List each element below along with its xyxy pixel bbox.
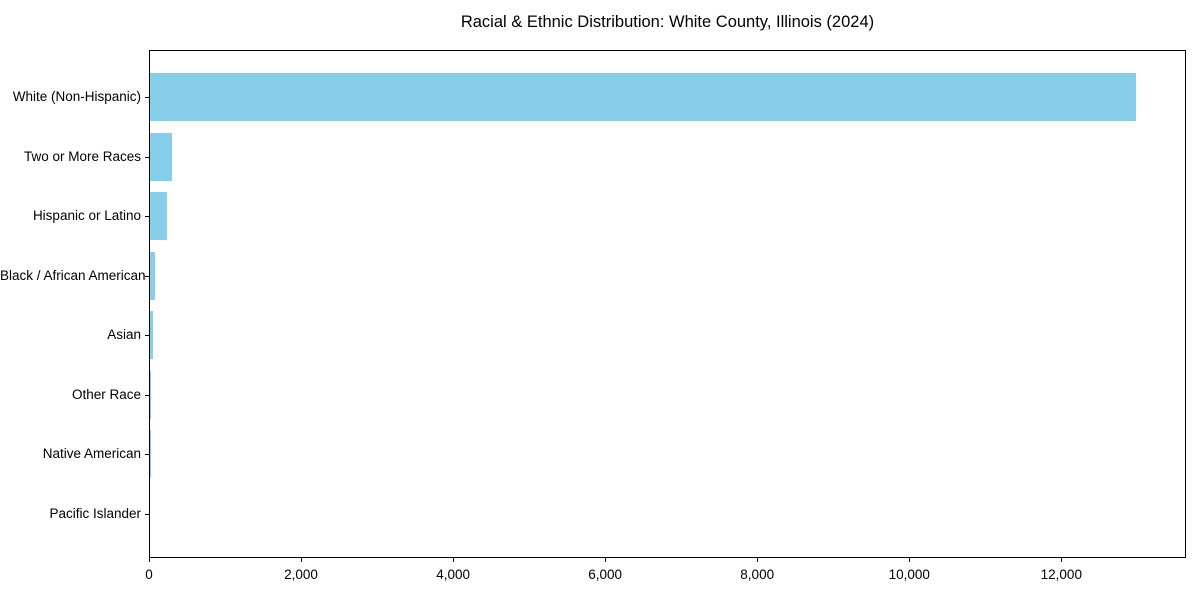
- y-tick-mark: [145, 454, 149, 456]
- y-tick-label: Hispanic or Latino: [32, 208, 141, 224]
- chart-title: Racial & Ethnic Distribution: White Coun…: [460, 13, 875, 31]
- x-tick-label: 8,000: [740, 567, 775, 582]
- x-tick-label: 0: [145, 567, 153, 582]
- y-tick-label: White (Non-Hispanic): [12, 89, 141, 104]
- x-tick-mark: [757, 558, 759, 562]
- bar-white-non-hispanic: [150, 73, 1137, 121]
- y-tick-label: Two or More Races: [23, 148, 141, 164]
- x-tick-mark: [301, 558, 303, 562]
- x-tick-label: 12,000: [1040, 567, 1082, 582]
- bar-two-or-more-races: [150, 132, 172, 181]
- x-tick-label: 6,000: [588, 567, 623, 582]
- x-tick-label: 4,000: [436, 567, 470, 582]
- y-tick-label: Other Race: [71, 386, 141, 402]
- y-tick-mark: [145, 156, 149, 158]
- x-tick-mark: [149, 558, 150, 562]
- x-tick-mark: [453, 558, 455, 562]
- y-tick-label: Pacific Islander: [49, 505, 141, 521]
- x-tick-mark: [605, 558, 607, 562]
- y-tick-mark: [145, 216, 149, 218]
- y-tick-mark: [145, 97, 149, 98]
- x-tick-label: 10,000: [888, 567, 930, 582]
- y-tick-label: Native American: [42, 446, 141, 462]
- x-tick-mark: [1061, 558, 1063, 562]
- bar-asian: [150, 311, 153, 360]
- plot-area: [149, 50, 1186, 558]
- y-tick-mark: [145, 394, 149, 396]
- y-tick-label: Black / African American: [0, 267, 146, 283]
- y-tick-mark: [145, 335, 149, 337]
- x-tick-mark: [909, 558, 911, 562]
- x-tick-label: 2,000: [284, 567, 318, 582]
- bar-other-race: [150, 370, 151, 419]
- y-tick-label: Asian: [107, 327, 141, 343]
- bar-hispanic-or-latino: [150, 192, 167, 241]
- bar-black-african-american: [150, 251, 156, 300]
- y-tick-mark: [145, 275, 149, 277]
- y-tick-mark: [145, 513, 149, 515]
